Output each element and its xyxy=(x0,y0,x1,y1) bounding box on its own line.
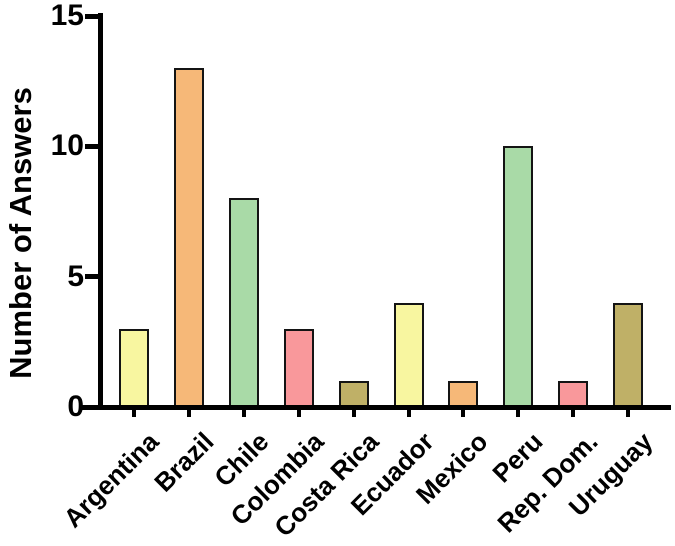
bar-rep-dom xyxy=(558,380,589,407)
x-axis-line xyxy=(82,405,671,410)
x-tick xyxy=(516,410,521,417)
x-tick xyxy=(296,410,301,417)
x-tick xyxy=(132,410,136,417)
y-tick-label: 5 xyxy=(67,259,84,293)
bar-colombia xyxy=(283,328,314,407)
bar-chile xyxy=(228,198,259,407)
bar-argentina xyxy=(119,328,149,407)
y-tick xyxy=(85,274,100,280)
bar-costa-rica xyxy=(338,380,369,407)
x-tick xyxy=(351,410,356,417)
bar-mexico xyxy=(448,380,479,407)
x-tick xyxy=(186,410,191,417)
x-tick xyxy=(571,410,576,417)
x-tick xyxy=(241,410,246,417)
bar-peru xyxy=(503,146,534,407)
y-axis-title: Number of Answers xyxy=(3,87,38,379)
y-tick xyxy=(85,13,100,19)
y-tick-label: 10 xyxy=(50,129,84,163)
bar-brazil xyxy=(173,68,204,407)
y-tick-label: 15 xyxy=(50,0,84,32)
bar-ecuador xyxy=(393,302,424,407)
y-axis-line xyxy=(98,13,103,410)
x-tick xyxy=(461,410,466,417)
y-tick xyxy=(85,143,100,149)
x-tick xyxy=(626,410,631,417)
y-tick-label: 0 xyxy=(67,390,84,423)
x-tick xyxy=(406,410,411,417)
bar-uruguay xyxy=(613,302,644,407)
